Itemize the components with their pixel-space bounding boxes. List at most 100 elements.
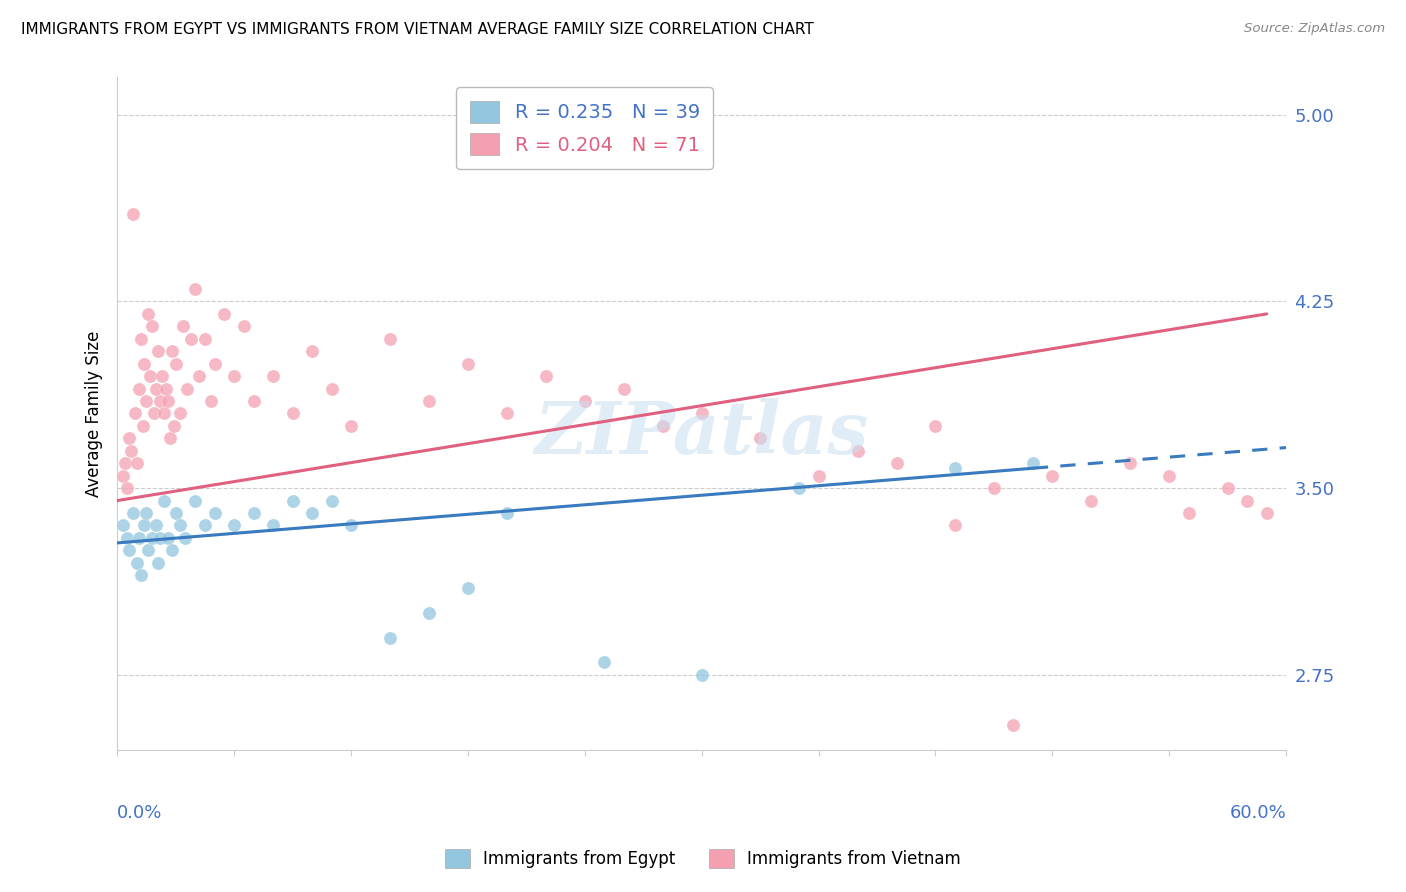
Point bbox=[194, 332, 217, 346]
Point bbox=[262, 518, 284, 533]
Legend: Immigrants from Egypt, Immigrants from Vietnam: Immigrants from Egypt, Immigrants from V… bbox=[439, 842, 967, 875]
Point bbox=[651, 418, 673, 433]
Point bbox=[115, 481, 138, 495]
Point bbox=[128, 531, 150, 545]
Point bbox=[378, 332, 401, 346]
Point bbox=[176, 382, 198, 396]
Point bbox=[807, 468, 830, 483]
Point bbox=[138, 543, 160, 558]
Point bbox=[172, 319, 194, 334]
Text: Source: ZipAtlas.com: Source: ZipAtlas.com bbox=[1244, 22, 1385, 36]
Point bbox=[153, 493, 176, 508]
Point bbox=[160, 344, 183, 359]
Point bbox=[787, 481, 810, 495]
Point bbox=[495, 506, 517, 520]
Point bbox=[1080, 493, 1102, 508]
Point bbox=[1002, 717, 1025, 731]
Point bbox=[222, 369, 245, 384]
Point bbox=[924, 418, 946, 433]
Point bbox=[146, 344, 169, 359]
Point bbox=[378, 631, 401, 645]
Point bbox=[321, 382, 343, 396]
Text: 60.0%: 60.0% bbox=[1229, 805, 1286, 822]
Point bbox=[593, 656, 616, 670]
Point bbox=[321, 493, 343, 508]
Point bbox=[340, 518, 363, 533]
Point bbox=[1159, 468, 1181, 483]
Point bbox=[281, 407, 304, 421]
Point bbox=[1216, 481, 1239, 495]
Point bbox=[121, 207, 143, 221]
Point bbox=[281, 493, 304, 508]
Point bbox=[131, 418, 153, 433]
Point bbox=[886, 456, 908, 470]
Point bbox=[134, 357, 156, 371]
Point bbox=[169, 407, 191, 421]
Point bbox=[943, 518, 966, 533]
Point bbox=[194, 518, 217, 533]
Point bbox=[129, 332, 152, 346]
Text: IMMIGRANTS FROM EGYPT VS IMMIGRANTS FROM VIETNAM AVERAGE FAMILY SIZE CORRELATION: IMMIGRANTS FROM EGYPT VS IMMIGRANTS FROM… bbox=[21, 22, 814, 37]
Point bbox=[153, 407, 176, 421]
Point bbox=[242, 394, 264, 409]
Point bbox=[155, 382, 177, 396]
Point bbox=[301, 506, 323, 520]
Point bbox=[184, 282, 207, 296]
Point bbox=[129, 568, 152, 582]
Point bbox=[124, 407, 146, 421]
Point bbox=[125, 456, 148, 470]
Point bbox=[156, 394, 179, 409]
Point bbox=[574, 394, 596, 409]
Point bbox=[138, 307, 160, 321]
Point bbox=[418, 394, 440, 409]
Point bbox=[125, 556, 148, 570]
Point bbox=[169, 518, 191, 533]
Point bbox=[156, 531, 179, 545]
Point bbox=[184, 493, 207, 508]
Point bbox=[1119, 456, 1142, 470]
Point bbox=[149, 531, 172, 545]
Point bbox=[146, 556, 169, 570]
Point bbox=[134, 518, 156, 533]
Text: 0.0%: 0.0% bbox=[117, 805, 163, 822]
Point bbox=[163, 418, 186, 433]
Point bbox=[690, 668, 713, 682]
Point bbox=[1022, 456, 1045, 470]
Point bbox=[1040, 468, 1063, 483]
Point bbox=[613, 382, 636, 396]
Point bbox=[114, 456, 136, 470]
Point bbox=[112, 468, 135, 483]
Point bbox=[160, 543, 183, 558]
Point bbox=[135, 394, 157, 409]
Point bbox=[232, 319, 254, 334]
Point bbox=[222, 518, 245, 533]
Point bbox=[749, 431, 772, 445]
Point bbox=[149, 394, 172, 409]
Point bbox=[115, 531, 138, 545]
Point bbox=[139, 369, 162, 384]
Point bbox=[159, 431, 181, 445]
Point bbox=[534, 369, 557, 384]
Point bbox=[120, 443, 142, 458]
Point bbox=[204, 506, 226, 520]
Point bbox=[145, 518, 167, 533]
Point bbox=[495, 407, 517, 421]
Point bbox=[1177, 506, 1199, 520]
Point bbox=[141, 531, 163, 545]
Point bbox=[457, 357, 479, 371]
Point bbox=[128, 382, 150, 396]
Point bbox=[943, 461, 966, 475]
Point bbox=[165, 506, 187, 520]
Point bbox=[204, 357, 226, 371]
Point bbox=[143, 407, 166, 421]
Point bbox=[301, 344, 323, 359]
Point bbox=[174, 531, 197, 545]
Point bbox=[214, 307, 236, 321]
Point bbox=[262, 369, 284, 384]
Point bbox=[112, 518, 135, 533]
Point bbox=[135, 506, 157, 520]
Point bbox=[418, 606, 440, 620]
Point bbox=[983, 481, 1005, 495]
Y-axis label: Average Family Size: Average Family Size bbox=[86, 330, 103, 497]
Point bbox=[118, 431, 141, 445]
